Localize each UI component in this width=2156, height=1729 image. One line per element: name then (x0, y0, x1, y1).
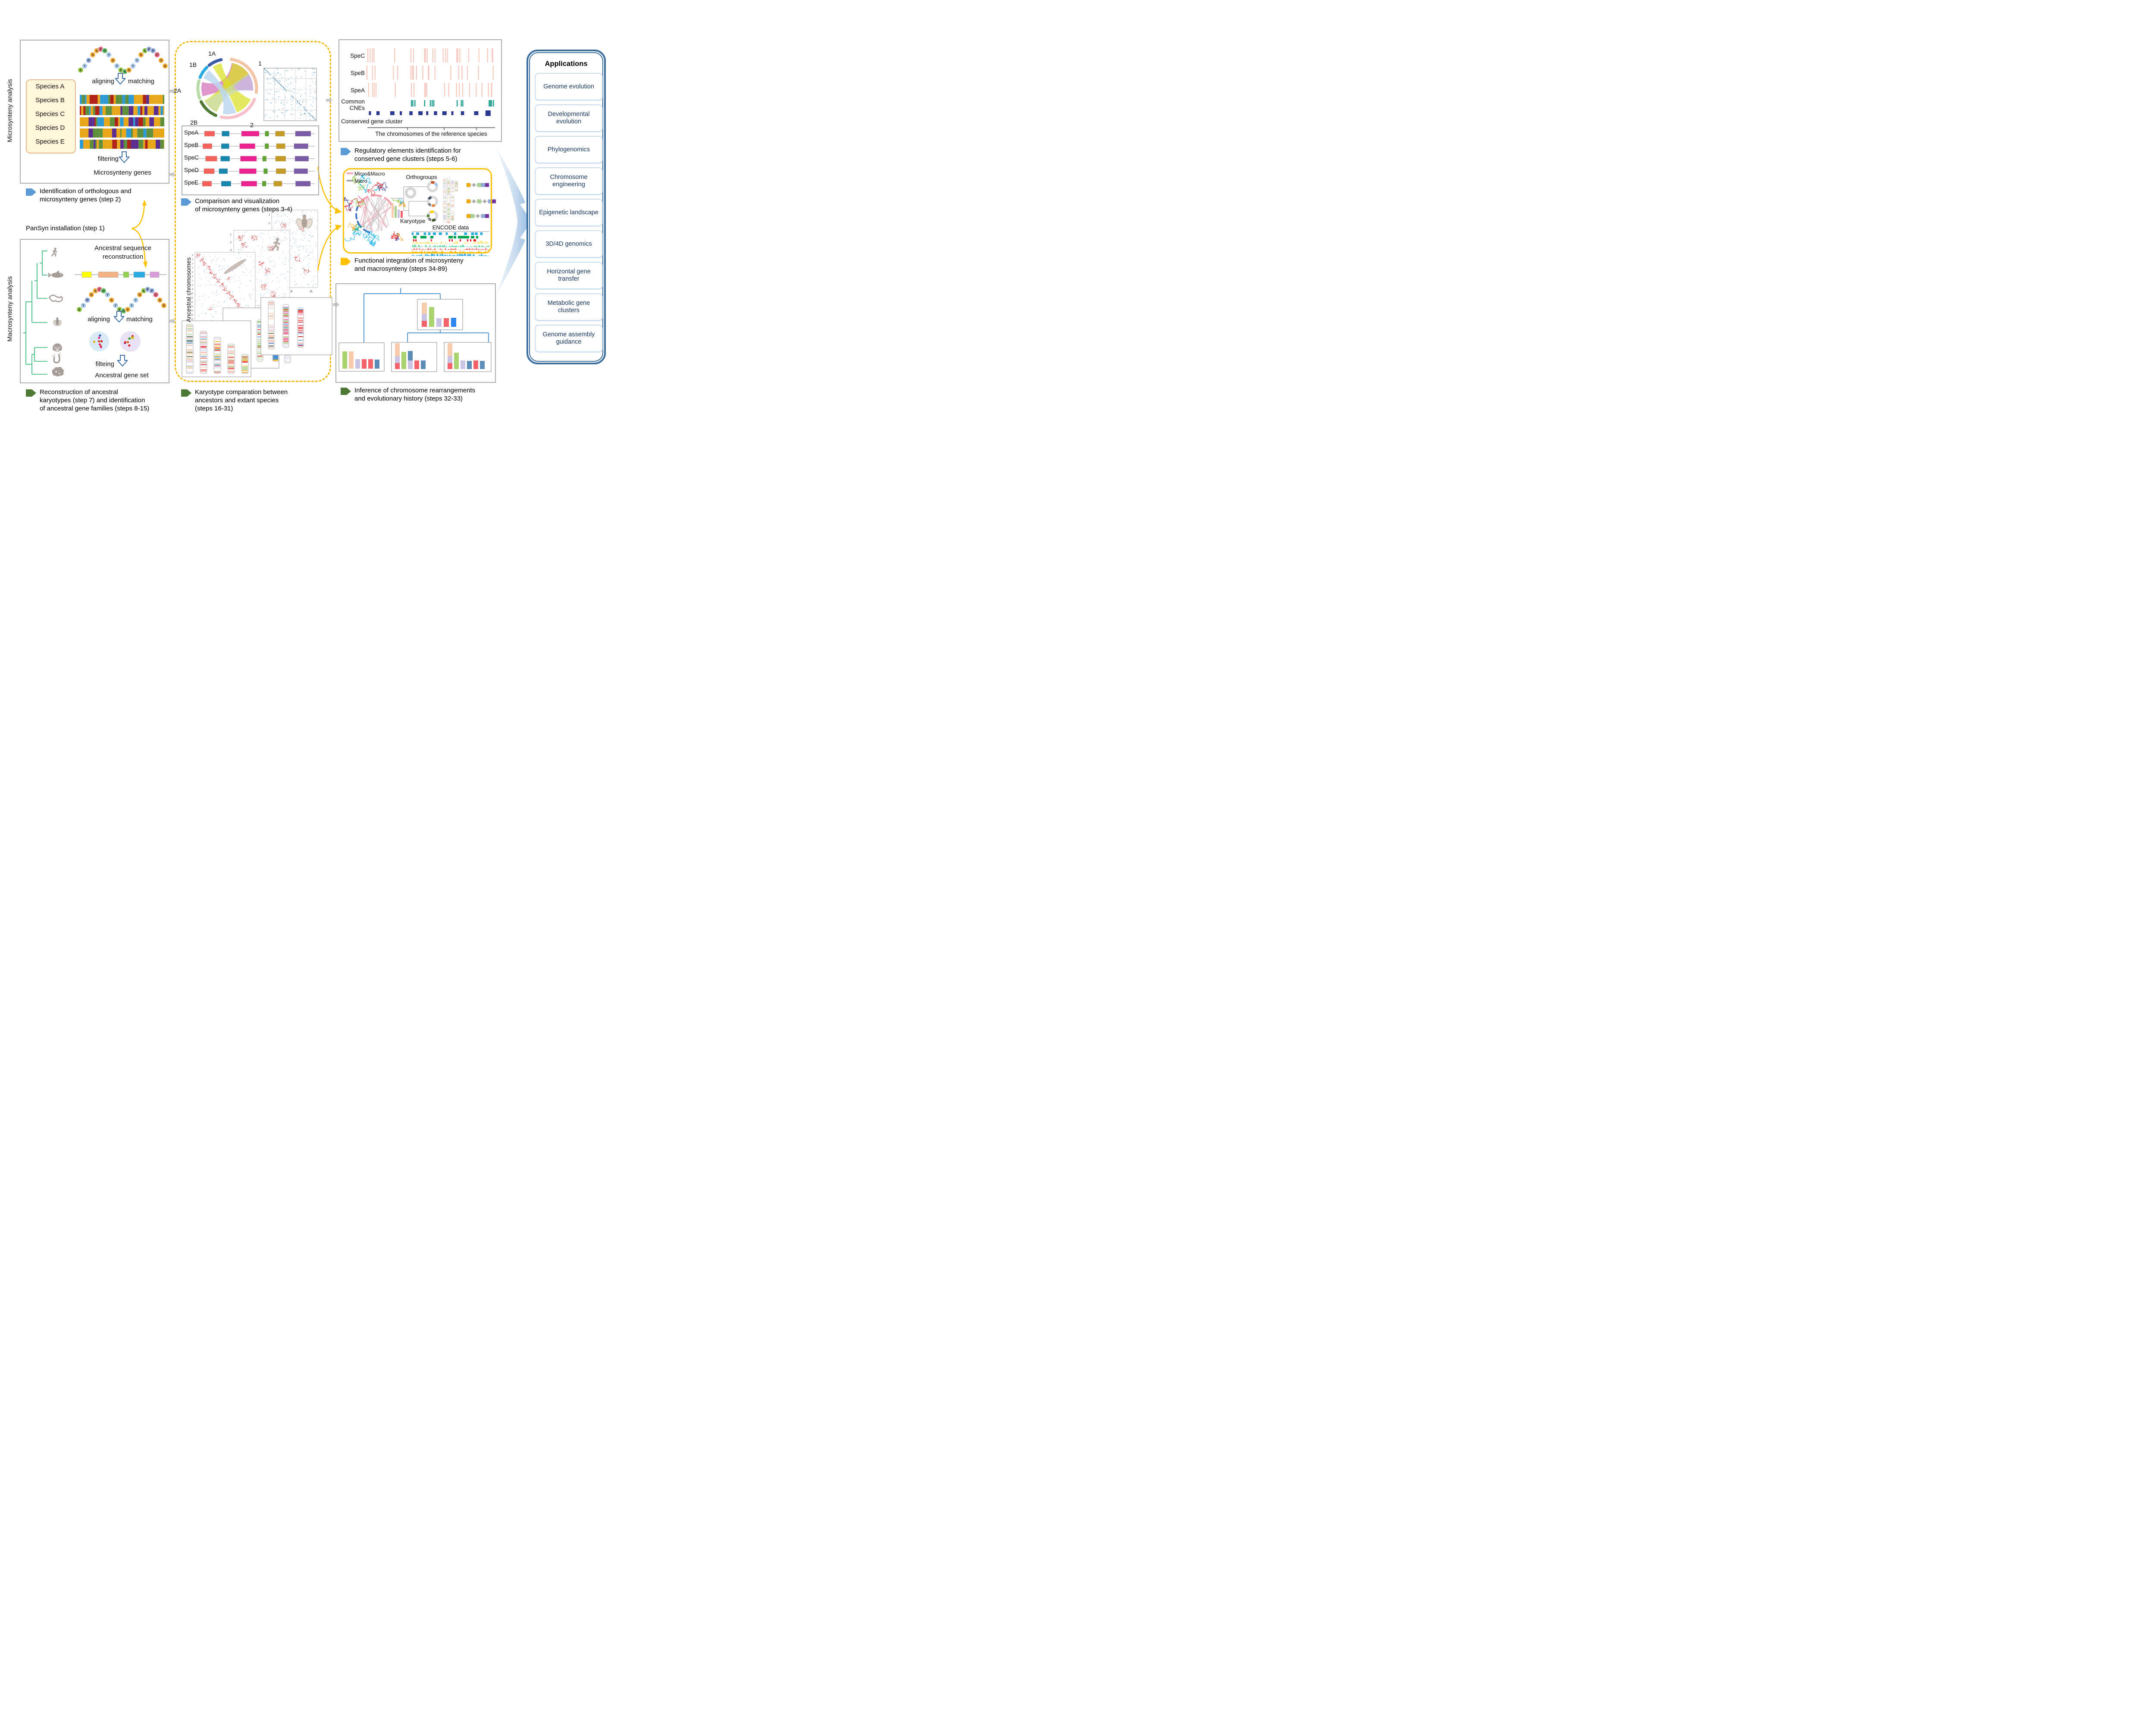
orthogroups-label: Orthogroups (406, 174, 437, 180)
app-item-3d4d: 3D/4D genomics (535, 230, 603, 258)
microsynteny-panel (20, 40, 169, 184)
aligning-label-2: aligning (88, 316, 110, 323)
matching-label: matching (128, 78, 154, 85)
microsynteny-genes-label: Microsynteny genes (94, 169, 151, 176)
conserved-cluster-label: Conserved gene cluster (341, 118, 403, 125)
app-item-dev-evolution: Developmental evolution (535, 104, 603, 132)
applications-panel-inner: Applications Genome evolution Developmen… (529, 52, 603, 362)
app-item-chrom-engineering: Chromosome engineering (535, 167, 603, 195)
caption-step1: PanSyn installation (step 1) (26, 225, 105, 232)
matching-label-2: matching (126, 316, 153, 323)
common-cnes-label-1: Common (341, 98, 365, 105)
ancestral-gene-set-label: Ancestral gene set (95, 372, 149, 379)
inference-panel (335, 283, 496, 383)
side-label-macrosynteny: Macrosynteny analysis (6, 276, 14, 342)
steps1631-arrow-icon (181, 389, 191, 397)
species-e-label: Species E (35, 138, 65, 145)
middle-dashed-container (175, 41, 331, 382)
species-b-label: Species B (35, 97, 65, 104)
aligning-label: aligning (92, 78, 114, 85)
ancestral-chromosomes-label: Ancestral chromosomes (185, 257, 192, 323)
species-c-label: Species C (35, 110, 65, 118)
sped-track-label: SpeD (184, 167, 199, 173)
spec-reg-label: SpeC (350, 53, 365, 59)
caption-steps34: Comparison and visualization of microsynt… (195, 197, 292, 213)
ancestral-seq-title: Ancestral sequence reconstruction (94, 244, 151, 260)
side-label-microsynteny: Microsynteny analysis (6, 79, 14, 142)
filteing-label: filteing (95, 360, 114, 368)
circos-label-2b: 2B (190, 119, 198, 126)
functional-integration-box (343, 168, 492, 254)
caption-step2: Identification of orthologous and microsy… (40, 188, 132, 203)
steps815-arrow-icon (26, 389, 36, 397)
species-a-label: Species A (35, 83, 65, 90)
common-cnes-label-2: CNEs (349, 105, 365, 111)
app-item-phylogenomics: Phylogenomics (535, 136, 603, 163)
steps3489-arrow-icon (341, 258, 351, 265)
app-item-epigenetic: Epigenetic landscape (535, 199, 603, 226)
steps34-arrow-icon (181, 198, 191, 206)
circos-label-2a: 2A (174, 87, 182, 94)
spee-track-label: SpeE (184, 179, 199, 186)
caption-steps56: Regulatory elements identification for co… (354, 147, 461, 163)
spec-track-label: SpeC (184, 154, 199, 161)
steps56-arrow-icon (341, 148, 351, 155)
encode-data-label: ENCODE data (432, 224, 469, 231)
legend-micro-macro: Micro&Macro (354, 171, 385, 177)
legend-micro: Micro (354, 178, 367, 184)
app-item-metabolic: Metabolic gene clusters (535, 293, 603, 321)
step2-arrow-icon (26, 188, 36, 196)
circos-label-1a: 1A (208, 50, 216, 57)
speb-reg-label: SpeB (350, 70, 365, 76)
filtering-label: filtering (97, 155, 119, 163)
circos-label-2: 2 (250, 122, 254, 128)
species-list-box (26, 79, 76, 153)
spea-track-label: SpeA (184, 129, 199, 136)
caption-steps815: Reconstruction of ancestral karyotypes (s… (40, 388, 150, 412)
caption-steps3233: Inference of chromosome rearrangements an… (354, 387, 476, 402)
caption-steps3489: Functional integration of microsynteny an… (354, 257, 464, 273)
app-item-assembly: Genome assembly guidance (535, 325, 603, 352)
circos-label-1b: 1B (189, 61, 197, 68)
app-item-genome-evolution: Genome evolution (535, 73, 603, 100)
speb-track-label: SpeB (184, 142, 199, 148)
karyotype-label: Karyotype (400, 218, 426, 224)
species-d-label: Species D (35, 124, 65, 132)
regulatory-panel (338, 39, 502, 142)
app-item-hgt: Horizontal gene transfer (535, 262, 603, 289)
applications-title: Applications (545, 60, 588, 68)
applications-panel: Applications Genome evolution Developmen… (526, 50, 606, 364)
caption-steps1631: Karyotype comparation between ancestors a… (195, 388, 288, 412)
reference-axis-label: The chromosomes of the reference species (375, 131, 487, 137)
steps3233-arrow-icon (341, 388, 351, 395)
circos-label-1: 1 (258, 60, 262, 67)
microsynteny-tracks-panel (182, 125, 319, 195)
macrosynteny-panel (20, 239, 169, 383)
spea-reg-label: SpeA (350, 87, 365, 94)
